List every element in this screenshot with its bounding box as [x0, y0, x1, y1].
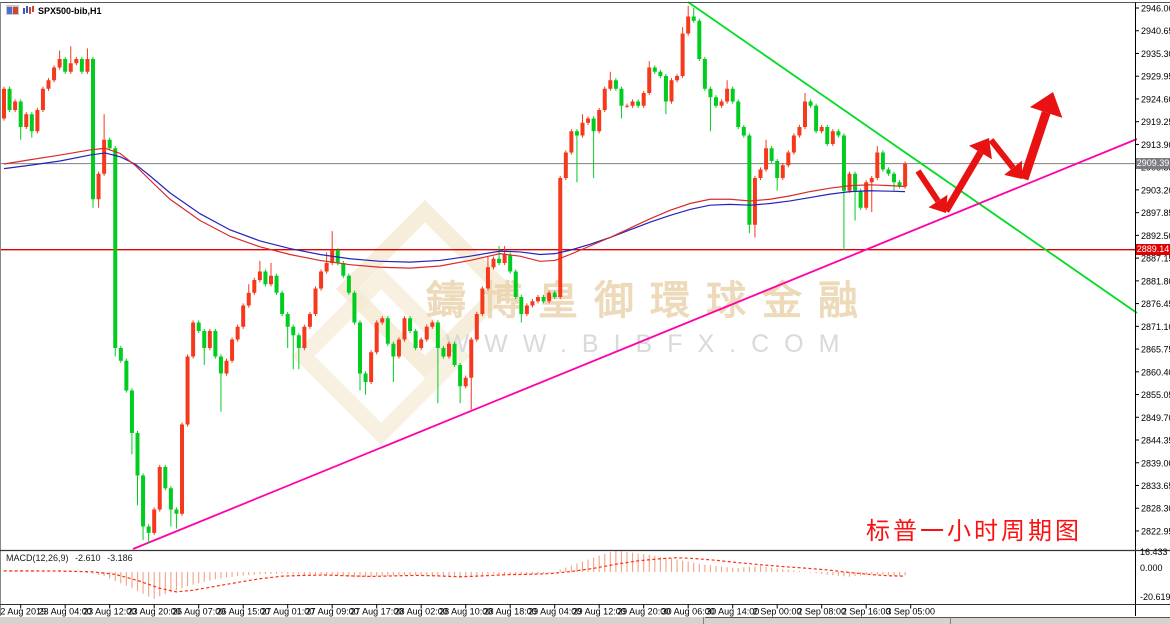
trendline-descending-resistance[interactable] [687, 1, 1138, 314]
price-tick-label: 2946.00 [1141, 4, 1170, 14]
candles-layer [2, 5, 908, 544]
price-tick-label: 2860.40 [1141, 367, 1170, 377]
macd-value: -2.610 [75, 553, 101, 563]
macd-panel [3, 550, 906, 599]
price-tick-label: 2913.90 [1141, 140, 1170, 150]
macd-signal-value: -3.186 [107, 553, 133, 563]
chart-title-bar: SPX500-bib,H1 [6, 5, 102, 17]
price-tick-label: 2822.95 [1141, 526, 1170, 536]
forecast-arrow-head [1029, 92, 1063, 118]
price-tick-label: 2919.25 [1141, 117, 1170, 127]
watermark-url-text: WWW.BIBFX.COM [445, 330, 855, 358]
price-tick-label: 2892.50 [1141, 231, 1170, 241]
chart-annotation-text: 标普一小时周期图 [866, 519, 1082, 545]
price-tick-label: 2903.20 [1141, 185, 1170, 195]
time-tick-label: 30 Aug 14:00 [706, 607, 759, 617]
forecast-arrow-head [969, 138, 992, 160]
status-strip [0, 617, 1170, 624]
watermark-brand-text: 鑄博皇御環球金融 [426, 279, 874, 323]
forecast-arrows[interactable] [915, 92, 1063, 213]
macd-axis-max: 16.433 [1140, 547, 1168, 557]
forecast-arrow-head [1004, 160, 1022, 179]
time-tick-label: 27 Aug 09:00 [306, 607, 359, 617]
price-tick-label: 2871.10 [1141, 322, 1170, 332]
window-split-icon [6, 5, 19, 17]
forecast-arrow[interactable] [988, 138, 1016, 170]
trendline-ascending-support[interactable] [132, 138, 1138, 550]
forecast-arrow-head [928, 194, 948, 213]
price-tick-label: 2844.35 [1141, 436, 1170, 446]
status-strip-divider [703, 617, 704, 624]
price-tick-label: 2887.15 [1141, 254, 1170, 264]
price-tick-label: 2849.70 [1141, 413, 1170, 423]
forecast-arrow[interactable] [915, 169, 941, 203]
time-tick-label: 23 Aug 12:00 [83, 607, 136, 617]
chart-symbol-title: SPX500-bib,H1 [38, 6, 102, 16]
macd-indicator-label: MACD(12,26,9) -2.610 -3.186 [6, 553, 137, 563]
price-tick-label: 2876.45 [1141, 299, 1170, 309]
mini-candlestick-icon [22, 5, 35, 17]
time-tick-label: 23 Aug 20:00 [128, 607, 181, 617]
macd-name: MACD(12,26,9) [6, 553, 69, 563]
time-tick-label: 26 Aug 07:00 [172, 607, 225, 617]
time-tick-label: 2 Sep 00:00 [753, 607, 802, 617]
time-tick-label: 28 Aug 02:00 [395, 607, 448, 617]
price-tick-label: 2924.60 [1141, 94, 1170, 104]
time-tick-label: 29 Aug 20:00 [617, 607, 670, 617]
time-tick-label: 27 Aug 01:00 [261, 607, 314, 617]
status-strip-divider [950, 617, 951, 624]
time-tick-label: 27 Aug 17:00 [350, 607, 403, 617]
forecast-arrow[interactable] [942, 150, 984, 213]
current-price-badge: 2909.39 [1136, 158, 1170, 169]
macd-axis-zero: 0.000 [1140, 563, 1163, 573]
time-tick-label: 29 Aug 12:00 [573, 607, 626, 617]
time-tick-label: 2 Sep 16:00 [842, 607, 891, 617]
time-tick-label: 2 Sep 08:00 [797, 607, 846, 617]
time-tick-label: 23 Aug 04:00 [39, 607, 92, 617]
price-tick-label: 2828.30 [1141, 504, 1170, 514]
price-tick-label: 2929.95 [1141, 72, 1170, 82]
status-strip-segment [705, 617, 1170, 624]
price-tick-label: 2881.80 [1141, 276, 1170, 286]
moving-averages [3, 147, 906, 269]
time-tick-label: 28 Aug 18:00 [484, 607, 537, 617]
trendlines[interactable] [132, 1, 1138, 550]
price-tick-label: 2935.30 [1141, 49, 1170, 59]
price-tick-label: 2833.65 [1141, 481, 1170, 491]
time-tick-label: 26 Aug 15:00 [217, 607, 270, 617]
time-tick-label: 30 Aug 06:00 [662, 607, 715, 617]
macd-axis-min: -20.619 [1140, 592, 1170, 602]
time-tick-label: 22 Aug 2019 [0, 607, 46, 617]
price-tick-label: 2940.65 [1141, 26, 1170, 36]
price-tick-label: 2897.85 [1141, 208, 1170, 218]
hline-price-badge: 2889.14 [1136, 244, 1170, 255]
time-tick-label: 3 Sep 05:00 [886, 607, 935, 617]
time-tick-label: 28 Aug 10:00 [439, 607, 492, 617]
price-axis[interactable]: 2946.00 2940.65 2935.30 2929.95 2924.60 2919.… [1135, 4, 1170, 537]
price-tick-label: 2855.05 [1141, 390, 1170, 400]
forecast-arrow[interactable] [1019, 111, 1051, 181]
time-tick-label: 29 Aug 04:00 [528, 607, 581, 617]
price-tick-label: 2839.00 [1141, 458, 1170, 468]
price-tick-label: 2865.75 [1141, 345, 1170, 355]
